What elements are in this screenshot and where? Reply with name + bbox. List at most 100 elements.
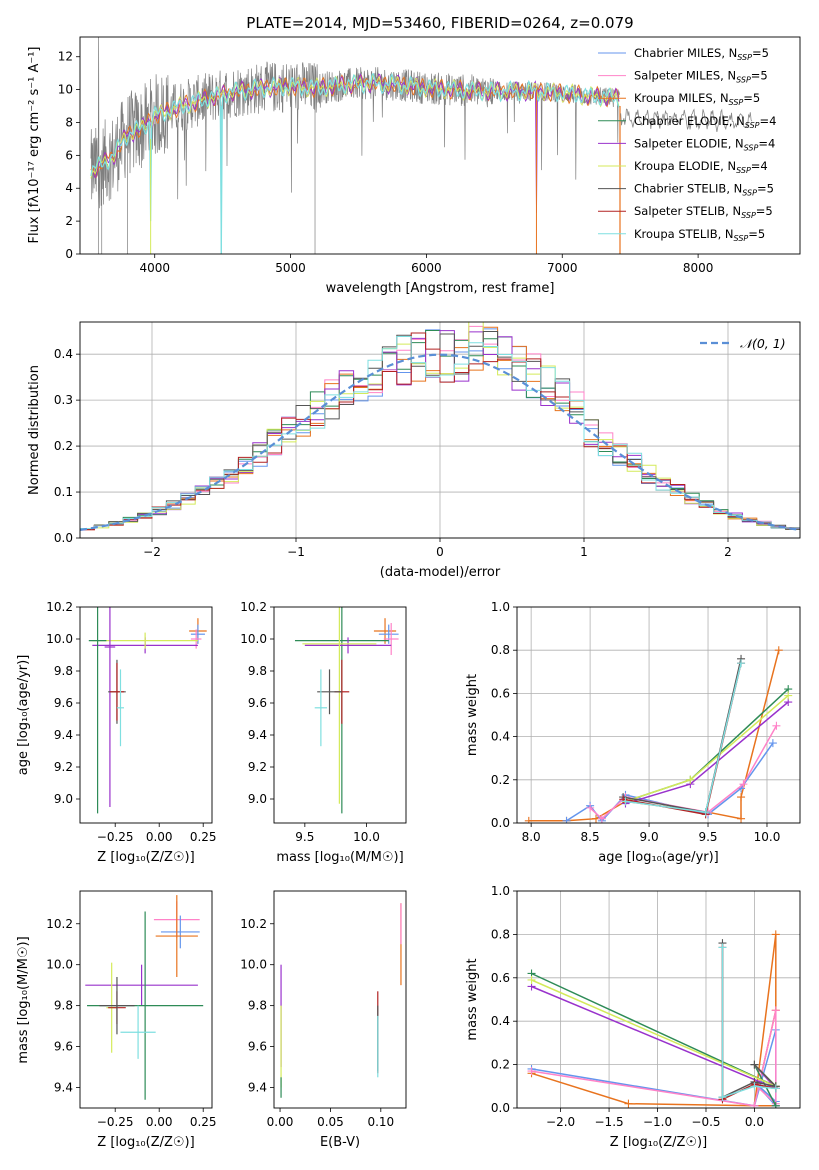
y-tick-label: 10.0 (240, 632, 267, 646)
histogram-kroupa-stelib (80, 336, 800, 529)
weight-marker (686, 775, 695, 784)
weight-marker (597, 814, 606, 823)
y-tick-label: 9.4 (54, 1081, 73, 1095)
residuals-ylabel: Normed distribution (27, 365, 42, 495)
x-tick-label: 0.00 (267, 1115, 294, 1129)
weight-marker (750, 1060, 759, 1069)
y-tick-label: 9.6 (54, 1040, 73, 1054)
age-vs-Z-frame (79, 606, 213, 824)
age-vs-mass-xlabel: mass [log₁₀(M/M☉)] (276, 850, 403, 865)
y-tick-label: 10.2 (240, 917, 267, 931)
y-tick-label: 10.0 (46, 958, 73, 972)
mass-weight-vs-age-ylabel: mass weight (465, 674, 480, 756)
weight-line-salpeter-miles (589, 725, 778, 820)
y-tick-label: 9.4 (54, 728, 73, 742)
x-tick-label: 9.0 (640, 830, 659, 844)
y-tick-label: 0.6 (491, 971, 510, 985)
legend-entry: Chabrier ELODIE, NSSP=4 (634, 114, 776, 130)
mass-vs-EBV-frame (273, 890, 407, 1109)
legend-entry: Kroupa MILES, NSSP=5 (634, 91, 760, 107)
y-tick-label: 12 (58, 50, 73, 64)
weight-line-kroupa-stelib (625, 663, 742, 814)
x-tick-label: −0.25 (97, 830, 134, 844)
x-tick-label: −0.5 (691, 1115, 720, 1129)
y-tick-label: 0.0 (54, 531, 73, 545)
y-tick-label: 9.2 (248, 760, 267, 774)
weight-marker (768, 739, 777, 748)
y-tick-label: 9.8 (54, 664, 73, 678)
weight-marker (718, 1093, 727, 1102)
x-tick-label: 4000 (139, 261, 170, 275)
weight-line-chabrier-miles (566, 742, 774, 822)
x-tick-label: −2 (143, 545, 161, 559)
y-tick-label: 9.0 (54, 792, 73, 806)
y-tick-label: 0.2 (491, 1058, 510, 1072)
mass-vs-Z-xlabel: Z [log₁₀(Z/Z☉)] (97, 1135, 194, 1150)
y-tick-label: 0 (65, 247, 73, 261)
x-tick-label: 9.5 (698, 830, 717, 844)
weight-marker (586, 803, 595, 812)
y-tick-label: 0.8 (491, 643, 510, 657)
age-vs-Z-plot (88, 607, 207, 814)
x-tick-label: 1 (580, 545, 588, 559)
y-tick-label: 10.2 (240, 600, 267, 614)
age-vs-Z-ylabel: age [log₁₀(age/yr)] (16, 655, 31, 776)
y-tick-label: 9.8 (248, 664, 267, 678)
spectrum-ylabel: Flux [fλ10⁻¹⁷ erg cm⁻² s⁻¹ A⁻¹] (27, 47, 42, 244)
legend-entry: Salpeter ELODIE, NSSP=4 (634, 136, 775, 152)
mass-vs-Z-plot (85, 895, 204, 1100)
weight-line-salpeter-stelib (721, 947, 776, 1101)
spectrum-frame (79, 36, 801, 255)
y-tick-label: 9.6 (248, 1040, 267, 1054)
weight-marker (527, 975, 536, 984)
y-tick-label: 1.0 (491, 600, 510, 614)
x-tick-label: 9.5 (295, 830, 314, 844)
mass-weight-vs-age-frame (516, 606, 801, 824)
weight-line-chabrier-miles (531, 1029, 777, 1108)
weight-marker (737, 793, 746, 802)
x-tick-label: 0.00 (146, 830, 173, 844)
y-tick-label: 0.8 (491, 927, 510, 941)
weight-marker (737, 659, 746, 668)
figure-title: PLATE=2014, MJD=53460, FIBERID=0264, z=0… (246, 14, 633, 32)
residuals-plot (80, 322, 800, 531)
x-tick-label: 0.25 (190, 1115, 217, 1129)
y-tick-label: 0.3 (54, 393, 73, 407)
weight-marker (750, 1082, 759, 1091)
spectrum-xlabel: wavelength [Angstrom, rest frame] (326, 281, 555, 296)
weight-marker (562, 816, 571, 823)
legend-entry: Chabrier STELIB, NSSP=5 (634, 182, 774, 198)
y-tick-label: 10.2 (46, 917, 73, 931)
normal-curve (80, 353, 800, 531)
age-vs-mass-frame (273, 606, 407, 824)
weight-line-salpeter-elodie (531, 985, 777, 1090)
y-tick-label: 0.0 (491, 1101, 510, 1115)
x-tick-label: 6000 (411, 261, 442, 275)
y-tick-label: 0.4 (54, 347, 73, 361)
x-tick-label: 0.25 (190, 830, 217, 844)
weight-line-kroupa-elodie (531, 979, 777, 1087)
residuals-xlabel: (data-model)/error (380, 565, 501, 580)
y-tick-label: 1.0 (491, 884, 510, 898)
y-tick-label: 9.8 (54, 999, 73, 1013)
weight-marker (771, 1101, 780, 1108)
mass-weight-vs-Z-frame (516, 890, 801, 1109)
y-tick-label: 0.4 (491, 730, 510, 744)
weight-marker (772, 721, 781, 730)
x-tick-label: 7000 (547, 261, 578, 275)
weight-marker (771, 1084, 780, 1093)
age-vs-Z-xlabel: Z [log₁₀(Z/Z☉)] (97, 850, 194, 865)
weight-line-kroupa-stelib (721, 947, 776, 1099)
weight-marker (718, 943, 727, 952)
mass-vs-Z-ylabel: mass [log₁₀(M/M☉)] (16, 936, 31, 1063)
x-tick-label: 10.0 (754, 830, 781, 844)
y-tick-label: 9.8 (248, 999, 267, 1013)
residuals-frame (79, 321, 801, 539)
x-tick-label: 5000 (275, 261, 306, 275)
legend-entry: Kroupa ELODIE, NSSP=4 (634, 159, 768, 175)
x-tick-label: 0.05 (317, 1115, 344, 1129)
y-tick-label: 0.6 (491, 686, 510, 700)
x-tick-label: 10.0 (353, 830, 380, 844)
weight-marker (624, 1099, 633, 1108)
